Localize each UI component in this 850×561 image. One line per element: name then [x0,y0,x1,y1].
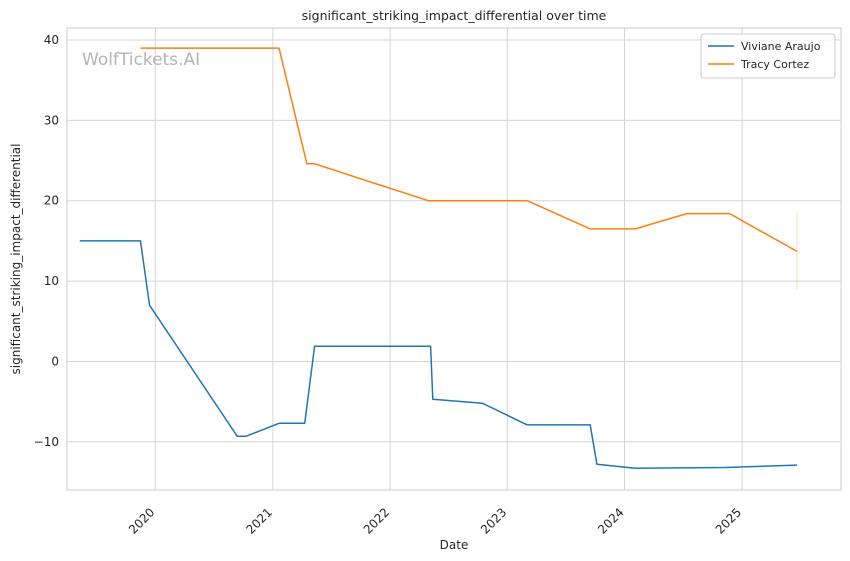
chart-title: significant_striking_impact_differential… [302,8,607,23]
y-tick-label: −10 [34,435,59,449]
series-layer [79,47,798,470]
series-line-1 [79,240,798,470]
legend: Viviane Araujo Tracy Cortez [700,33,836,79]
legend-box [700,33,836,79]
watermark: WolfTickets.AI [82,50,200,70]
y-axis-label: significant_striking_impact_differential [9,144,23,375]
series-line-2 [140,47,798,253]
y-tick-label: 30 [44,113,59,127]
x-axis-label: Date [440,538,469,552]
y-tick-label: 40 [44,33,59,47]
plot-frame [66,27,842,491]
y-tick-label: 20 [44,194,59,208]
grid [67,28,841,490]
legend-label: Tracy Cortez [740,58,809,71]
y-tick-label: 0 [51,354,59,368]
y-tick-label: 10 [44,274,59,288]
legend-label: Viviane Araujo [741,40,821,53]
